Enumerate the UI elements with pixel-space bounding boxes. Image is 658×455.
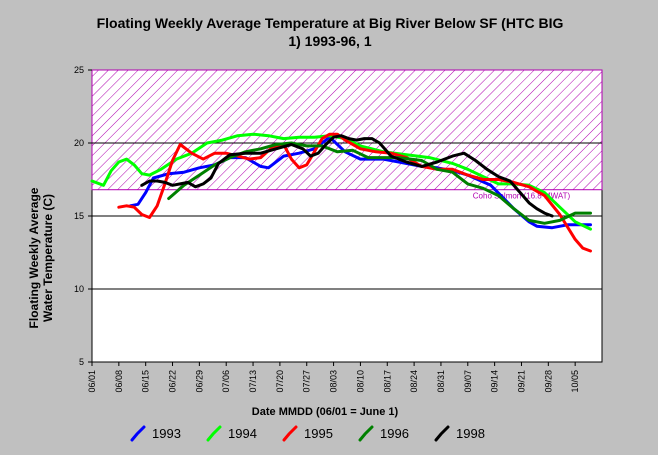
- x-tick-label: 09/21: [516, 370, 526, 393]
- legend: 1993 1994 1995 1996 1998: [130, 425, 485, 442]
- x-tick-label: 08/03: [329, 370, 339, 393]
- x-tick-label: 06/22: [168, 370, 178, 393]
- x-tick-label: 09/14: [490, 370, 500, 393]
- legend-swatch-1996: [358, 425, 374, 442]
- legend-swatch-1993: [130, 425, 146, 442]
- legend-swatch-1994: [206, 425, 222, 442]
- x-tick-label: 07/13: [248, 370, 258, 393]
- y-tick-label: 25: [74, 65, 84, 75]
- legend-swatch-1998: [434, 425, 450, 442]
- y-tick-label: 20: [74, 138, 84, 148]
- coho-threshold-band: [91, 69, 603, 191]
- x-tick-label: 06/15: [141, 370, 151, 393]
- x-tick-label: 10/05: [570, 370, 580, 393]
- x-tick-label: 06/08: [114, 370, 124, 393]
- legend-label-1996: 1996: [380, 426, 409, 441]
- y-axis-label-line-1: Floating Weekly Average: [27, 187, 41, 328]
- y-tick-label: 10: [74, 284, 84, 294]
- x-axis-label: Date MMDD (06/01 = June 1): [252, 406, 399, 418]
- y-axis-label-line-2: Water Temperature (C): [41, 194, 55, 322]
- x-tick-label: 07/06: [221, 370, 231, 393]
- x-tick-label: 06/01: [87, 370, 97, 393]
- chart-title-line-1: Floating Weekly Average Temperature at B…: [97, 15, 564, 31]
- x-tick-label: 08/24: [409, 370, 419, 393]
- x-tick-label: 07/27: [302, 370, 312, 393]
- legend-label-1995: 1995: [304, 426, 333, 441]
- legend-swatch-1995: [282, 425, 298, 442]
- chart-title-line-2: 1) 1993-96, 1: [288, 33, 371, 49]
- series-line-1998: [140, 134, 554, 218]
- series-line-1994: [90, 132, 592, 231]
- gridlines: [92, 142, 602, 290]
- x-tick-label: 07/20: [275, 370, 285, 393]
- x-tick-label: 06/29: [194, 370, 204, 393]
- x-tick-label: 08/17: [382, 370, 392, 393]
- x-tick-label: 09/07: [463, 370, 473, 393]
- x-tick-label: 08/10: [355, 370, 365, 393]
- legend-label-1998: 1998: [456, 426, 485, 441]
- legend-label-1993: 1993: [152, 426, 181, 441]
- y-tick-label: 5: [79, 357, 84, 367]
- series-lines: [90, 132, 592, 253]
- series-line-1995: [117, 132, 592, 253]
- x-tick-label: 08/31: [436, 370, 446, 393]
- y-tick-label: 15: [74, 211, 84, 221]
- legend-label-1994: 1994: [228, 426, 257, 441]
- x-axis-ticks: 06/01 06/08 06/15 06/22 06/29 07/06 07/13 07/20…: [87, 362, 580, 393]
- x-tick-label: 09/28: [543, 370, 553, 393]
- y-axis-ticks: 5 10 15 20 25: [74, 65, 92, 367]
